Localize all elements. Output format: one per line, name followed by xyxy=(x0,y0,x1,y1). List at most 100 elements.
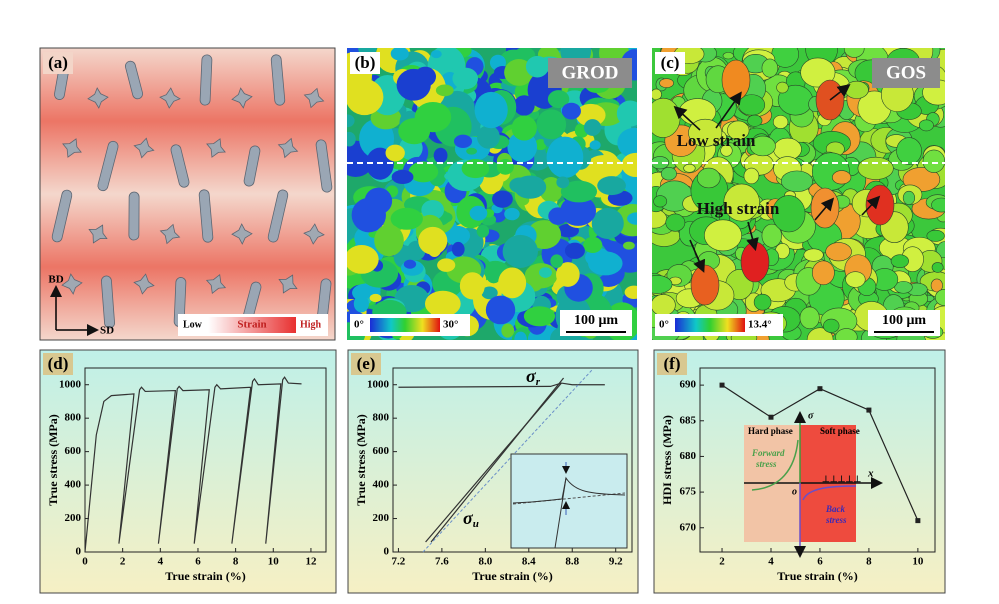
y-tick-label: 680 xyxy=(680,450,697,462)
grain xyxy=(403,259,417,269)
y-tick-label: 0 xyxy=(384,546,390,558)
grain xyxy=(525,55,549,78)
y-tick-label: 1000 xyxy=(59,378,82,390)
y-tick-label: 1000 xyxy=(367,378,390,390)
grain xyxy=(771,195,806,233)
x-tick-label: 12 xyxy=(305,556,317,568)
grain xyxy=(390,48,409,61)
grain xyxy=(385,144,405,162)
scalebar-label: 100 μm xyxy=(882,313,926,328)
x-tick-label: 7.2 xyxy=(392,556,406,568)
grain xyxy=(421,199,444,221)
map-title: GROD xyxy=(562,62,619,83)
grain xyxy=(743,167,760,185)
legend-bar xyxy=(208,317,296,333)
label-bg xyxy=(43,52,73,74)
legend-text: Low xyxy=(183,319,203,330)
grain xyxy=(652,275,673,294)
grain xyxy=(353,295,369,313)
annotation: σu xyxy=(463,508,479,529)
grain xyxy=(476,224,490,238)
legend-text: Strain xyxy=(237,319,266,331)
y-tick-label: 800 xyxy=(373,412,390,424)
colorbar xyxy=(675,318,745,332)
grain xyxy=(621,152,637,178)
grain xyxy=(659,78,674,89)
grain xyxy=(926,229,945,242)
equiaxed-grain xyxy=(205,273,227,295)
grain xyxy=(418,226,448,255)
grain xyxy=(583,236,603,254)
equiaxed-grain xyxy=(159,223,181,245)
label-bg xyxy=(657,353,687,375)
grain xyxy=(918,119,934,132)
y-tick-label: 600 xyxy=(65,445,82,457)
annotation: High strain xyxy=(697,199,780,218)
x-tick-label: 8.8 xyxy=(565,556,579,568)
annotation-symbol: σ xyxy=(526,366,537,386)
grain xyxy=(761,58,779,78)
grain xyxy=(502,234,538,268)
title-box xyxy=(548,58,632,88)
panel-label: (c) xyxy=(661,53,680,72)
grain xyxy=(720,144,733,157)
x-tick-label: 0 xyxy=(82,556,88,568)
grain xyxy=(564,242,585,259)
data-point xyxy=(719,382,725,388)
grain xyxy=(812,260,835,286)
grain xyxy=(931,262,944,273)
equiaxed-grain xyxy=(133,273,155,295)
inset-text: stress xyxy=(755,459,777,469)
x-tick-label: 10 xyxy=(912,556,924,568)
y-tick-label: 200 xyxy=(373,512,390,524)
x-tick-label: 8.4 xyxy=(522,556,536,568)
label-bg xyxy=(43,353,73,375)
x-tick-label: 9.2 xyxy=(609,556,623,568)
annotation-sub: r xyxy=(536,376,541,388)
equiaxed-grain xyxy=(62,138,82,158)
grain xyxy=(347,244,379,274)
y-axis-title: True stress (MPa) xyxy=(46,414,60,506)
axis-label: BD xyxy=(48,274,63,286)
grain xyxy=(776,81,789,94)
grain xyxy=(683,163,696,173)
columnar-grain xyxy=(270,54,286,106)
grain xyxy=(391,169,414,185)
panel-label: (b) xyxy=(355,53,376,72)
grain xyxy=(547,90,570,109)
y-tick-label: 685 xyxy=(680,414,697,426)
grain xyxy=(723,183,760,222)
grain xyxy=(583,119,602,136)
grain xyxy=(347,131,356,147)
colorbar-max: 30° xyxy=(443,319,458,331)
grain xyxy=(390,207,423,230)
y-axis-title: HDI stress (MPa) xyxy=(660,415,674,505)
grain xyxy=(652,208,668,229)
grain xyxy=(527,220,562,249)
equiaxed-grain xyxy=(231,87,253,109)
data-point xyxy=(768,414,774,420)
y-tick-label: 800 xyxy=(65,412,82,424)
grain xyxy=(481,286,498,300)
grains xyxy=(51,54,333,329)
grain xyxy=(408,161,439,183)
x-axis-title: True strain (%) xyxy=(165,569,245,583)
equiaxed-grain xyxy=(206,138,226,158)
grain xyxy=(653,195,668,208)
inset-text: σ xyxy=(808,410,814,421)
y-tick-label: 400 xyxy=(65,479,82,491)
grain xyxy=(347,78,384,116)
label-bg xyxy=(351,353,381,375)
equiaxed-grain xyxy=(87,87,109,109)
grain xyxy=(902,190,916,205)
inset-text: Soft phase xyxy=(820,426,860,436)
x-tick-label: 10 xyxy=(268,556,280,568)
inset-text: Hard phase xyxy=(748,426,793,436)
grain xyxy=(665,213,686,232)
equiaxed-grain xyxy=(278,274,298,294)
y-tick-label: 675 xyxy=(680,486,697,498)
grain xyxy=(430,50,442,59)
grain xyxy=(845,271,866,288)
inset-text: stress xyxy=(825,515,847,525)
